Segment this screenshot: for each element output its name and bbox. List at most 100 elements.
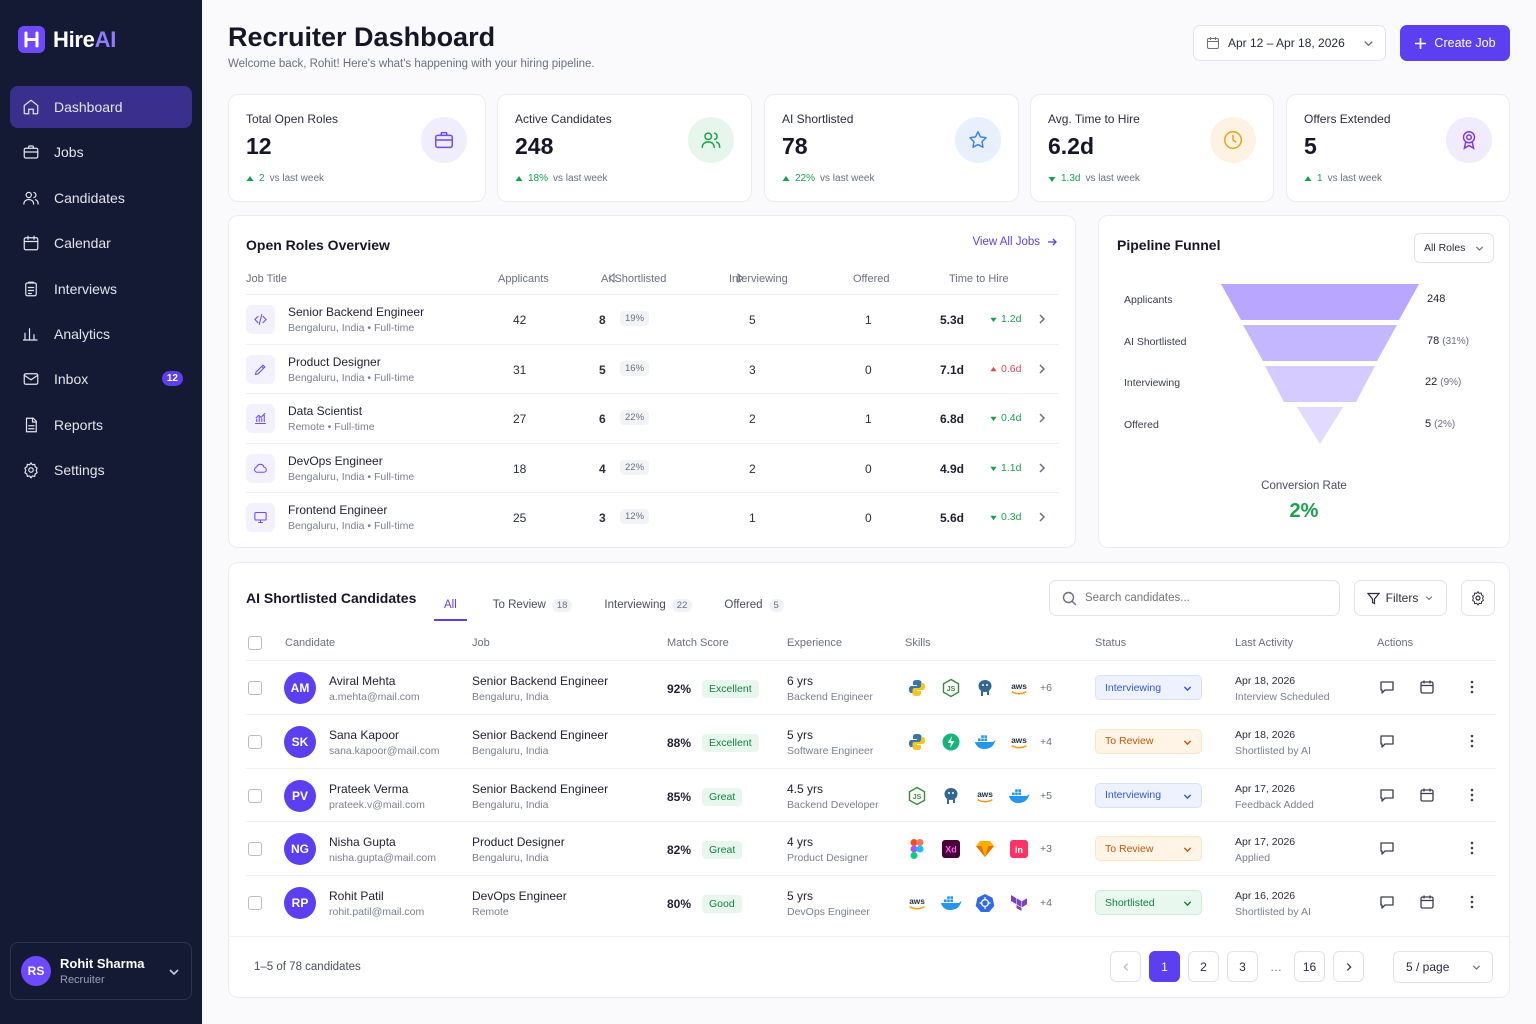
row-checkbox[interactable] <box>248 734 262 749</box>
status-dropdown[interactable]: Interviewing <box>1095 675 1202 700</box>
filters-button[interactable]: Filters <box>1354 580 1447 616</box>
sidebar-item-analytics[interactable]: Analytics <box>10 313 192 355</box>
role-location: Bengaluru, India • Full-time <box>288 322 415 334</box>
table-row[interactable]: SK Sana Kapoor sana.kapoor@mail.com Senior … <box>246 713 1496 768</box>
prev-page-button[interactable] <box>1110 951 1141 982</box>
col-match-score: Match Score <box>667 637 729 649</box>
match-badge: Great <box>702 841 743 860</box>
row-checkbox[interactable] <box>248 896 262 911</box>
view-all-jobs-link[interactable]: View All Jobs <box>972 236 1058 248</box>
role-icon-tile <box>246 354 275 384</box>
sidebar-item-reports[interactable]: Reports <box>10 404 192 446</box>
role-time-to-hire: 5.6d <box>940 511 965 526</box>
table-row[interactable]: NG Nisha Gupta nisha.gupta@mail.com Product… <box>246 821 1496 875</box>
row-checkbox[interactable] <box>248 681 262 695</box>
clipboard-icon <box>25 281 37 296</box>
status-dropdown[interactable]: To Review <box>1095 728 1202 754</box>
page-button[interactable]: 1 <box>1149 951 1180 982</box>
next-page-button[interactable] <box>1333 951 1364 982</box>
more-vertical-icon[interactable] <box>1464 894 1480 910</box>
role-icon-tile <box>246 453 275 483</box>
status-dropdown[interactable]: Shortlisted <box>1095 890 1202 916</box>
chevron-right-icon[interactable] <box>1035 362 1049 376</box>
table-row[interactable]: PV Prateek Verma prateek.v@mail.com Senior … <box>246 767 1496 822</box>
search-input[interactable] <box>1085 592 1315 604</box>
match-badge: Excellent <box>702 680 759 698</box>
col-interviewing[interactable]: Interviewing <box>729 272 788 285</box>
date-range-picker[interactable]: Apr 12 – Apr 18, 2026 <box>1193 25 1386 61</box>
calendar-icon[interactable] <box>1419 679 1435 695</box>
sidebar-item-candidates[interactable]: Candidates <box>10 177 192 219</box>
role-offered: 0 <box>865 362 872 377</box>
table-row[interactable]: Frontend Engineer Bengaluru, India • Full… <box>246 492 1059 542</box>
page-button[interactable]: 3 <box>1227 951 1258 982</box>
tab-all[interactable]: All <box>434 591 467 621</box>
table-footer-divider <box>229 936 1509 937</box>
candidate-email: a.mehta@mail.com <box>329 691 420 703</box>
chevron-right-icon[interactable] <box>1035 510 1049 524</box>
role-offered: 0 <box>865 511 872 526</box>
calendar-icon[interactable] <box>1419 894 1435 910</box>
stat-delta-text: vs last week <box>1085 173 1140 184</box>
row-checkbox[interactable] <box>248 788 262 803</box>
funnel-roles-dropdown[interactable]: All Roles <box>1414 233 1494 263</box>
message-icon[interactable] <box>1379 733 1395 749</box>
experience-years: 4 yrs <box>787 835 814 850</box>
status-dropdown[interactable]: Interviewing <box>1095 782 1202 808</box>
chevron-right-icon[interactable] <box>1035 461 1049 475</box>
sidebar-item-dashboard[interactable]: Dashboard <box>10 86 192 128</box>
create-job-button[interactable]: Create Job <box>1400 25 1510 61</box>
status-dropdown[interactable]: To Review <box>1095 836 1202 862</box>
more-vertical-icon[interactable] <box>1464 733 1480 749</box>
select-all-checkbox[interactable] <box>248 636 262 650</box>
candidate-job: Senior Backend Engineer <box>472 781 609 796</box>
sidebar-item-inbox[interactable]: Inbox 12 <box>10 358 192 400</box>
page-button[interactable]: 2 <box>1188 951 1219 982</box>
col-ai-shortlisted[interactable]: AI Shortlisted <box>601 272 667 285</box>
tab-interviewing[interactable]: Interviewing 22 <box>594 591 702 619</box>
more-vertical-icon[interactable] <box>1464 679 1480 695</box>
page-button[interactable]: 16 <box>1294 951 1325 982</box>
stat-icon-circle <box>688 117 734 163</box>
col-actions: Actions <box>1377 637 1414 649</box>
message-icon[interactable] <box>1379 787 1395 803</box>
more-vertical-icon[interactable] <box>1464 787 1480 803</box>
col-applicants: Applicants <box>498 273 549 285</box>
calendar-icon[interactable] <box>1419 787 1435 803</box>
sidebar-item-settings[interactable]: Settings <box>10 449 192 491</box>
row-checkbox[interactable] <box>248 842 262 857</box>
stat-delta: 2 vs last week <box>246 173 324 184</box>
per-page-select[interactable]: 5 / page <box>1393 951 1493 983</box>
skill-kubernetes-icon <box>974 892 996 914</box>
sidebar-item-interviews[interactable]: Interviews <box>10 268 192 310</box>
table-row[interactable]: Senior Backend Engineer Bengaluru, India … <box>246 294 1059 344</box>
candidate-job-location: Remote <box>472 906 509 919</box>
table-row[interactable]: AM Aviral Mehta a.mehta@mail.com Senior Bac… <box>246 660 1496 714</box>
chevron-right-icon[interactable] <box>1035 411 1049 425</box>
col-job: Job <box>472 637 490 649</box>
table-row[interactable]: Product Designer Bengaluru, India • Full-… <box>246 343 1059 394</box>
last-activity-date: Apr 16, 2026 <box>1235 890 1296 903</box>
table-row[interactable]: Data Scientist Remote • Full-time 27 6 22% 2 1… <box>246 393 1059 443</box>
chevron-right-icon[interactable] <box>1035 312 1049 326</box>
role-time-to-hire: 7.1d <box>940 362 965 377</box>
more-vertical-icon[interactable] <box>1464 840 1480 856</box>
sidebar-item-jobs[interactable]: Jobs <box>10 131 192 173</box>
brand-logo[interactable]: HireAI <box>18 26 116 53</box>
table-row[interactable]: RP Rohit Patil rohit.patil@mail.com DevOps … <box>246 875 1496 929</box>
message-icon[interactable] <box>1379 840 1395 856</box>
message-icon[interactable] <box>1379 679 1395 695</box>
user-menu[interactable]: RS Rohit Sharma Recruiter <box>10 942 192 1000</box>
sidebar-item-label: Calendar <box>54 235 111 252</box>
tab-offered[interactable]: Offered 5 <box>714 591 793 619</box>
candidates-title: AI Shortlisted Candidates <box>246 590 417 606</box>
table-row[interactable]: DevOps Engineer Bengaluru, India • Full-t… <box>246 442 1059 493</box>
tab-to-review[interactable]: To Review 18 <box>483 591 583 619</box>
funnel-filter-label: All Roles <box>1424 242 1466 254</box>
table-settings-button[interactable] <box>1461 580 1495 616</box>
briefcase-icon <box>435 131 453 149</box>
sidebar-item-calendar[interactable]: Calendar <box>10 222 192 264</box>
message-icon[interactable] <box>1379 894 1395 910</box>
sidebar-item-label: Jobs <box>54 144 84 161</box>
document-icon <box>25 417 37 433</box>
